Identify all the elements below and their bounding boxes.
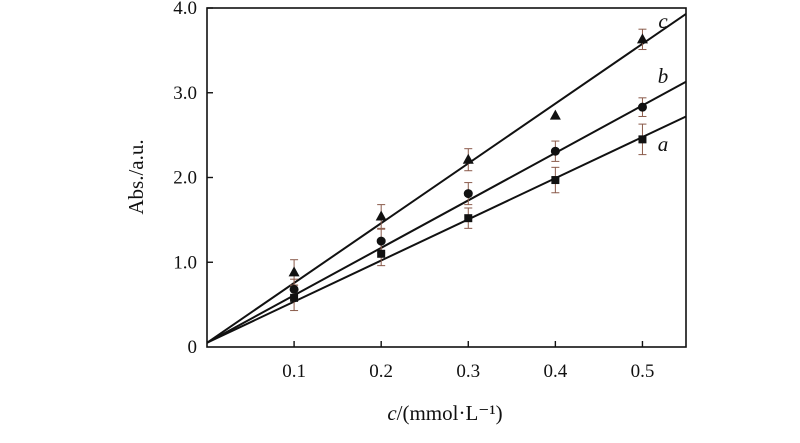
x-tick-label: 0.2: [369, 361, 393, 382]
point-b: [550, 146, 560, 156]
point-c: [375, 210, 387, 221]
fit-line-b: [206, 80, 687, 344]
series-label-a: a: [658, 132, 669, 156]
series-labels: a b c: [658, 9, 669, 156]
x-tick-label: 0.4: [543, 361, 567, 382]
point-a: [464, 214, 473, 223]
series-label-c: c: [658, 9, 668, 33]
x-tick-label: 0.5: [631, 361, 655, 382]
axis-ticks: 0.1 0.2 0.3 0.4 0.5 0 1.0 2.0 3.0 4.0: [173, 0, 654, 382]
x-tick-label: 0.1: [282, 361, 306, 382]
series-label-b: b: [658, 64, 669, 88]
point-a: [290, 293, 299, 302]
y-tick-label: 3.0: [173, 83, 197, 104]
y-axis-title: Abs./a.u.: [124, 139, 148, 214]
point-b: [637, 102, 647, 112]
y-tick-label: 1.0: [173, 252, 197, 273]
fit-line-a: [206, 115, 687, 344]
x-axis-title: c/(mmol·L⁻¹): [387, 401, 502, 425]
y-tick-label: 4.0: [173, 0, 197, 19]
point-c: [636, 33, 648, 44]
point-c: [288, 266, 300, 277]
x-axis-title-italic: c: [387, 401, 397, 425]
fit-lines: [206, 13, 687, 344]
point-a: [377, 249, 386, 258]
point-b: [463, 189, 473, 199]
point-c: [549, 109, 561, 120]
point-a: [638, 135, 647, 144]
fit-line-c: [206, 13, 687, 344]
x-axis-title-rest: /(mmol·L⁻¹): [397, 401, 503, 425]
point-c: [462, 153, 474, 164]
y-tick-label: 0: [188, 337, 198, 358]
y-tick-label: 2.0: [173, 168, 197, 189]
x-tick-label: 0.3: [456, 361, 480, 382]
point-a: [551, 176, 560, 185]
point-b: [376, 236, 386, 246]
data-markers: [288, 33, 648, 302]
point-b: [289, 284, 299, 294]
